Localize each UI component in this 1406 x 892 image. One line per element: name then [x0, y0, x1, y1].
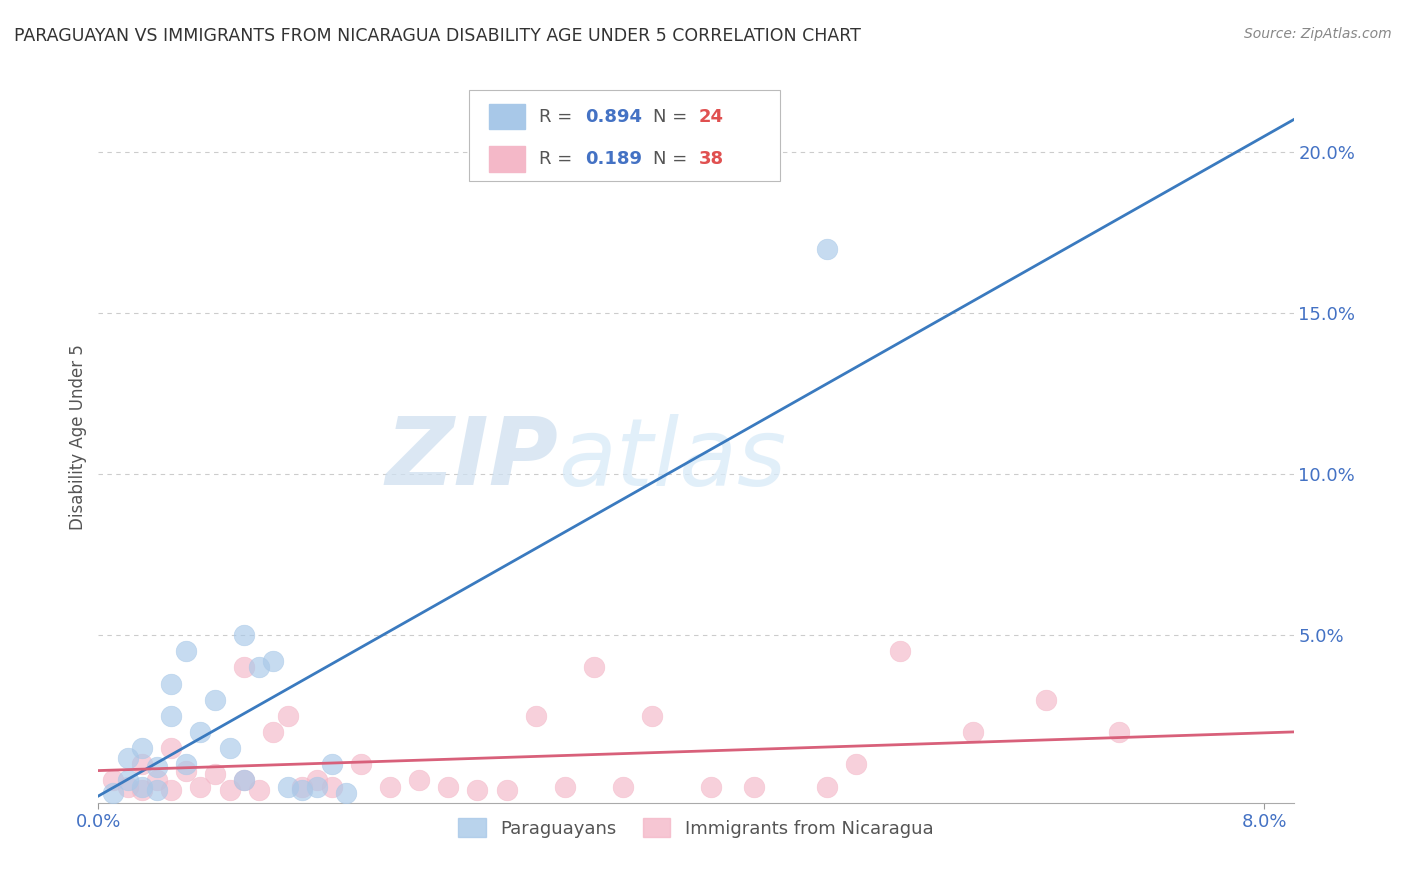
Point: [233, 773, 256, 788]
Point: [117, 773, 139, 788]
Point: [1108, 725, 1130, 739]
Text: PARAGUAYAN VS IMMIGRANTS FROM NICARAGUA DISABILITY AGE UNDER 5 CORRELATION CHART: PARAGUAYAN VS IMMIGRANTS FROM NICARAGUA …: [14, 27, 860, 45]
Point: [321, 780, 343, 794]
Text: R =: R =: [540, 108, 578, 126]
Point: [815, 780, 838, 794]
Text: atlas: atlas: [558, 414, 787, 505]
Point: [190, 725, 212, 739]
Point: [335, 786, 357, 800]
Point: [174, 644, 197, 658]
Point: [160, 676, 183, 690]
Point: [160, 741, 183, 756]
Point: [262, 654, 284, 668]
Point: [554, 780, 576, 794]
Point: [815, 242, 838, 256]
FancyBboxPatch shape: [489, 146, 524, 171]
Point: [233, 773, 256, 788]
Point: [1035, 692, 1057, 706]
Point: [889, 644, 911, 658]
Point: [218, 741, 240, 756]
Point: [262, 725, 284, 739]
FancyBboxPatch shape: [470, 90, 780, 181]
Point: [305, 780, 328, 794]
Text: R =: R =: [540, 150, 578, 168]
Point: [117, 780, 139, 794]
Point: [233, 660, 256, 674]
Text: ZIP: ZIP: [385, 413, 558, 505]
Point: [101, 786, 124, 800]
Text: N =: N =: [652, 150, 693, 168]
Point: [117, 750, 139, 764]
Point: [742, 780, 765, 794]
Point: [408, 773, 430, 788]
Point: [612, 780, 634, 794]
Point: [378, 780, 401, 794]
Point: [131, 757, 153, 772]
Point: [277, 708, 299, 723]
Text: N =: N =: [652, 108, 693, 126]
Point: [174, 757, 197, 772]
Point: [524, 708, 547, 723]
Point: [204, 692, 226, 706]
Point: [145, 773, 167, 788]
Point: [160, 783, 183, 797]
Point: [145, 760, 167, 774]
Point: [247, 783, 270, 797]
Point: [218, 783, 240, 797]
Point: [845, 757, 868, 772]
Point: [699, 780, 721, 794]
Text: 0.894: 0.894: [585, 108, 641, 126]
Point: [131, 783, 153, 797]
Text: 24: 24: [699, 108, 723, 126]
Text: Source: ZipAtlas.com: Source: ZipAtlas.com: [1244, 27, 1392, 41]
Point: [160, 708, 183, 723]
Text: 38: 38: [699, 150, 724, 168]
Point: [277, 780, 299, 794]
Y-axis label: Disability Age Under 5: Disability Age Under 5: [69, 344, 87, 530]
Point: [495, 783, 517, 797]
Point: [437, 780, 460, 794]
Point: [204, 766, 226, 780]
Point: [291, 780, 314, 794]
Point: [582, 660, 605, 674]
Point: [291, 783, 314, 797]
FancyBboxPatch shape: [489, 104, 524, 129]
Point: [190, 780, 212, 794]
Point: [233, 628, 256, 642]
Point: [641, 708, 664, 723]
Point: [145, 783, 167, 797]
Text: 0.189: 0.189: [585, 150, 641, 168]
Point: [467, 783, 489, 797]
Legend: Paraguayans, Immigrants from Nicaragua: Paraguayans, Immigrants from Nicaragua: [451, 811, 941, 845]
Point: [131, 741, 153, 756]
Point: [962, 725, 984, 739]
Point: [350, 757, 373, 772]
Point: [247, 660, 270, 674]
Point: [131, 780, 153, 794]
Point: [174, 764, 197, 778]
Point: [321, 757, 343, 772]
Point: [101, 773, 124, 788]
Point: [305, 773, 328, 788]
